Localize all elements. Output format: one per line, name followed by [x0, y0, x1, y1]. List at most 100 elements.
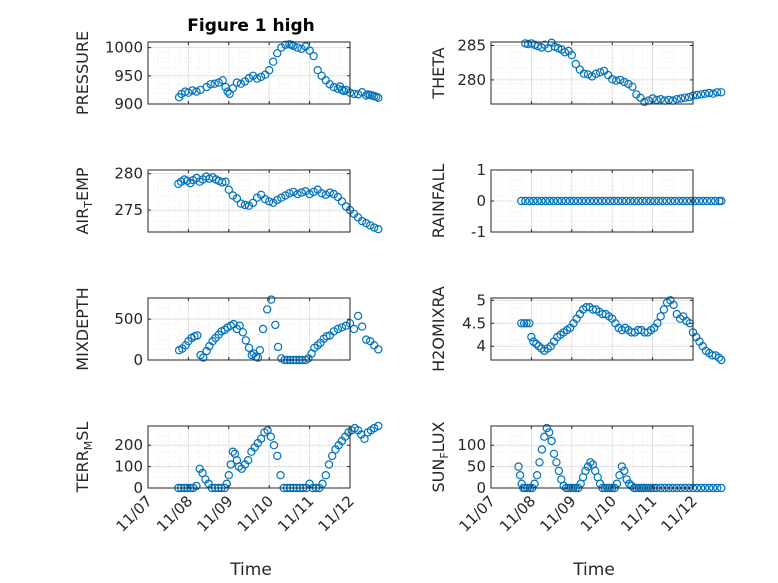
data-point: [256, 72, 266, 82]
data-point: [273, 451, 282, 461]
data-point: [705, 483, 714, 493]
x-tick-label: 11/11: [617, 492, 660, 535]
data-point: [529, 196, 538, 206]
data-point: [285, 189, 294, 198]
data-point: [696, 90, 706, 99]
y-tick-label: 4: [476, 337, 486, 355]
data-point: [545, 428, 554, 437]
subplot-air: 275 280 AIRTEMP: [73, 165, 383, 235]
y-tick-label: 1000: [105, 39, 143, 57]
data-point: [593, 196, 603, 206]
data-point: [656, 312, 665, 321]
data-point: [224, 471, 233, 480]
y-axis-label: TERRMSL: [73, 422, 95, 494]
y-tick-label: 4.5: [462, 314, 486, 332]
data-point: [640, 97, 649, 107]
data-point: [537, 344, 546, 353]
data-point: [370, 341, 379, 350]
data-point: [374, 224, 383, 234]
data-point: [670, 196, 680, 206]
data-point: [545, 196, 554, 206]
data-point: [313, 65, 322, 75]
data-point: [642, 196, 651, 206]
data-point: [235, 321, 244, 330]
data-point: [228, 83, 237, 93]
axes-box: [490, 41, 694, 105]
data-point: [366, 221, 375, 230]
data-point: [255, 346, 265, 355]
data-point: [549, 449, 559, 458]
data-point: [232, 194, 242, 203]
data-point: [656, 94, 665, 104]
data-point: [579, 69, 589, 78]
data-point: [325, 188, 334, 197]
data-point: [581, 466, 590, 476]
data-point: [220, 325, 229, 334]
y-axis-label: AIRTEMP: [73, 167, 95, 234]
data-point: [297, 188, 306, 197]
y-axis-label: SUNFLUX: [429, 421, 451, 492]
data-point: [521, 196, 530, 206]
data-point: [622, 475, 631, 484]
data-point: [628, 82, 637, 92]
y-tick-label: 200: [114, 436, 143, 454]
data-point: [552, 458, 561, 467]
data-point: [529, 337, 538, 346]
y-tick-label: 500: [114, 310, 143, 328]
data-point: [541, 196, 550, 206]
subplot-rainfall: -1 0 1 RAINFALL: [429, 161, 726, 241]
data-point: [276, 471, 285, 480]
data-point: [553, 196, 562, 206]
data-point: [557, 196, 566, 206]
data-point: [293, 43, 302, 52]
data-point: [522, 319, 531, 328]
data-point: [678, 196, 688, 206]
data-point: [267, 295, 276, 304]
data-point: [540, 432, 549, 441]
data-point: [337, 323, 347, 332]
data-point: [318, 479, 327, 488]
data-point: [707, 196, 716, 206]
data-point: [634, 196, 643, 206]
data-point: [612, 76, 621, 85]
y-tick-label: 0: [476, 479, 486, 497]
data-point: [571, 59, 581, 69]
x-tick-label: 11/07: [113, 492, 156, 535]
y-tick-label: 0: [133, 479, 143, 497]
x-tick-label: 11/12: [658, 492, 701, 535]
subplot-terr: 0 100 200 TERRMSL 11/0711/0811/0911/1011/111…: [73, 422, 383, 535]
data-point: [717, 483, 726, 493]
data-point: [297, 44, 306, 54]
x-tick-label: 11/09: [193, 492, 236, 535]
data-point: [199, 353, 208, 362]
axes-box: [147, 41, 351, 105]
data-point: [195, 464, 204, 473]
data-point: [717, 355, 726, 365]
data-point: [559, 481, 568, 491]
data-point: [353, 311, 363, 321]
data-point: [265, 65, 274, 75]
data-point: [646, 196, 655, 206]
data-point: [700, 483, 710, 493]
data-point: [583, 70, 593, 79]
data-point: [705, 88, 714, 98]
data-point: [253, 353, 263, 362]
data-point: [222, 479, 231, 488]
data-point: [591, 69, 601, 78]
data-point: [560, 48, 570, 57]
data-point: [228, 447, 237, 456]
data-point: [273, 195, 282, 205]
y-axis-label: RAINFALL: [429, 164, 448, 239]
subplot-pressure: 900 950 1000 PRESSURE: [73, 31, 383, 115]
data-point: [517, 319, 526, 328]
data-point: [525, 319, 534, 328]
data-point: [186, 178, 195, 188]
data-point: [561, 196, 570, 206]
data-point: [188, 86, 197, 95]
y-tick-label: 280: [457, 71, 486, 89]
data-point: [357, 216, 367, 226]
y-tick-label: 285: [457, 36, 486, 54]
y-tick-label: 1: [476, 161, 486, 179]
data-point: [333, 324, 343, 334]
data-point: [322, 332, 331, 341]
